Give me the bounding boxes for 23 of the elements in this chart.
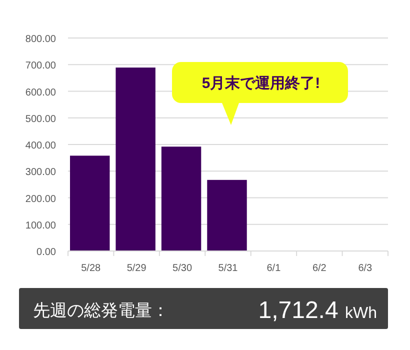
x-tick-label: 6/2 bbox=[312, 263, 327, 274]
x-tick-label: 6/3 bbox=[358, 263, 373, 274]
x-tick-label: 5/29 bbox=[126, 263, 147, 274]
x-tick-label: 5/31 bbox=[218, 263, 238, 274]
y-tick-label: 700.00 bbox=[25, 60, 56, 72]
y-tick-label: 200.00 bbox=[25, 194, 56, 205]
bar bbox=[116, 68, 156, 251]
bar bbox=[161, 146, 202, 251]
x-tick-label: 5/30 bbox=[172, 263, 192, 274]
y-tick-label: 400.00 bbox=[25, 140, 56, 152]
x-tick-label: 6/1 bbox=[266, 263, 282, 274]
text: 先週の総発電量： bbox=[33, 301, 169, 320]
annotation: 5月末で運用終了! bbox=[202, 75, 320, 92]
y-tick-label: 300.00 bbox=[25, 167, 56, 178]
y-tick-label: 500.00 bbox=[25, 114, 56, 125]
y-tick-label: 0.00 bbox=[36, 247, 56, 258]
x-tick-label: 5/28 bbox=[81, 263, 102, 274]
y-tick-label: 100.00 bbox=[25, 220, 56, 232]
bar bbox=[207, 180, 247, 251]
y-tick-label: 800.00 bbox=[25, 34, 56, 45]
text: 1,712.4 kWh bbox=[258, 297, 377, 324]
bar bbox=[70, 156, 110, 251]
y-tick-label: 600.00 bbox=[25, 87, 56, 98]
